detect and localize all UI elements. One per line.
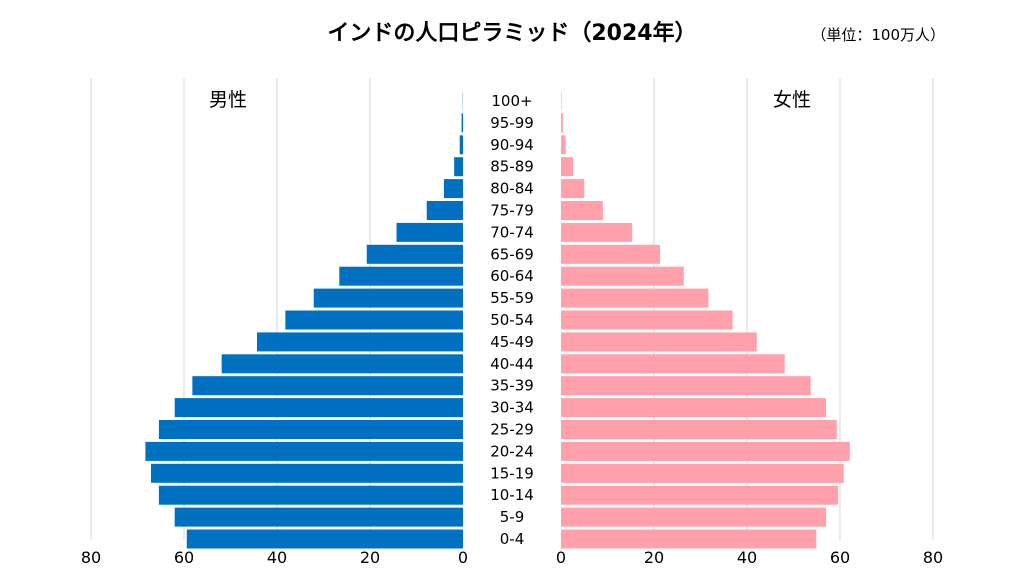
male-bar [461,113,463,133]
female-bar [561,354,785,374]
male-bar [174,507,463,527]
x-tick-label-right: 0 [556,548,566,567]
male-bar [285,310,463,330]
bars [145,91,850,549]
male-bar [174,398,463,418]
female-bar [561,157,574,177]
age-group-label: 60-64 [490,267,534,285]
age-group-label: 100+ [491,92,532,110]
female-bar [561,420,837,439]
x-tick-label-left: 80 [81,548,101,567]
age-group-label: 70-74 [490,223,534,241]
grid-lines [90,78,934,540]
female-bar [561,310,733,330]
female-bar [561,441,850,461]
x-tick-label-right: 20 [644,548,664,567]
age-group-label: 85-89 [490,158,534,176]
age-group-label: 0-4 [500,530,525,548]
female-bar [561,113,563,133]
x-tick-label-left: 20 [360,548,380,567]
x-tick-label-right: 40 [737,548,757,567]
female-bar [561,222,633,242]
male-bar [459,135,463,155]
male-bar [339,266,463,286]
male-bar [145,441,463,461]
male-bar [186,529,464,549]
male-bar [443,179,463,199]
male-bar [366,244,463,264]
age-group-label: 5-9 [500,508,525,526]
age-group-label: 55-59 [490,289,534,307]
unit-label: （単位：100万人） [811,26,945,44]
male-bar [396,222,463,242]
x-tick-label-left: 0 [458,548,468,567]
female-bar [561,332,757,352]
female-bar [561,463,844,483]
age-group-label: 30-34 [490,399,534,417]
age-group-label: 80-84 [490,180,534,198]
male-bar [257,332,463,352]
female-bar [561,507,827,527]
age-group-label: 90-94 [490,136,534,154]
male-bar [426,201,463,220]
male-bar [150,463,464,483]
male-bar [158,420,463,439]
age-group-label: 35-39 [490,377,534,395]
x-tick-label-left: 60 [174,548,194,567]
age-group-label: 75-79 [490,202,534,220]
age-labels: 100+ 95-99 90-94 85-89 80-84 75-79 70-74 65-69 6… [490,92,534,548]
female-bar [561,266,684,286]
female-bar [561,288,709,308]
female-label: 女性 [773,89,811,111]
male-bar [313,288,463,308]
male-bar [158,485,463,505]
age-group-label: 45-49 [490,333,534,351]
female-bar [561,376,811,396]
male-label: 男性 [209,89,247,111]
female-bar [561,398,827,418]
age-group-label: 20-24 [490,442,534,460]
male-bar [454,157,463,177]
x-tick-label-right: 80 [923,548,943,567]
female-bar [561,244,661,264]
age-group-label: 15-19 [490,464,534,482]
age-group-label: 65-69 [490,245,534,263]
x-tick-labels: 80 60 40 20 0 0 20 40 60 80 [81,548,943,567]
female-bar [561,485,839,505]
age-group-label: 95-99 [490,114,534,132]
x-tick-label-left: 40 [267,548,287,567]
female-bar [561,529,817,549]
age-group-label: 40-44 [490,355,534,373]
female-bar [561,179,585,199]
x-tick-label-right: 60 [830,548,850,567]
age-group-label: 50-54 [490,311,534,329]
age-group-label: 25-29 [490,421,534,439]
male-bar [192,376,463,396]
age-group-label: 10-14 [490,486,534,504]
male-bar [221,354,463,374]
female-bar [561,135,566,155]
chart-title: インドの人口ピラミッド（2024年） [327,20,696,46]
female-bar [561,201,603,220]
